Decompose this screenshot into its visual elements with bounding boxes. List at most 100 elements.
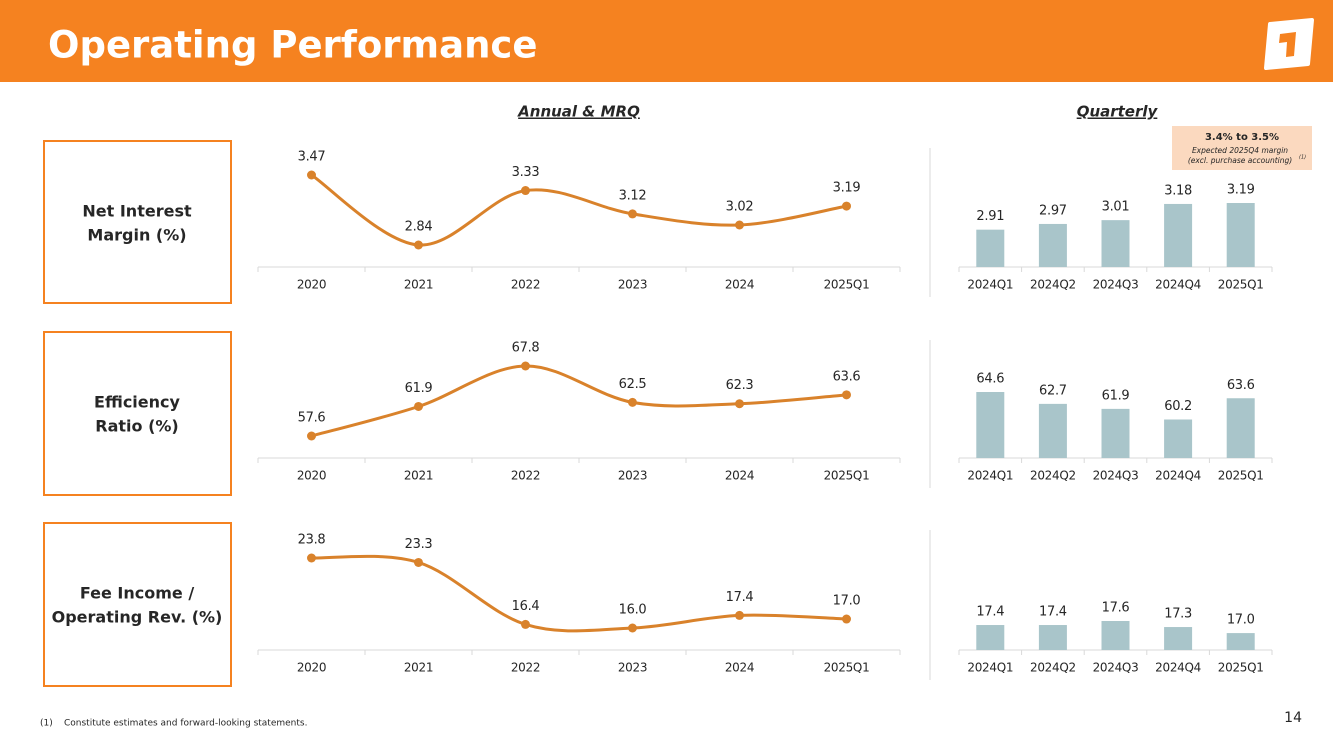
point [735, 610, 744, 620]
row-label: Fee Income / [80, 584, 194, 603]
data-label: 62.5 [619, 377, 647, 392]
annotation-note: (1) [1299, 155, 1306, 161]
data-label: 3.02 [726, 200, 754, 215]
data-label: 2.84 [405, 220, 433, 235]
data-label: 60.2 [1164, 399, 1192, 414]
data-label: 3.19 [1227, 183, 1255, 198]
data-label: 61.9 [405, 381, 433, 396]
point [307, 170, 316, 180]
data-label: 16.4 [512, 599, 540, 614]
x-tick-label: 2022 [511, 661, 540, 675]
point [842, 614, 851, 624]
point [521, 186, 530, 196]
point [307, 553, 316, 563]
point [521, 619, 530, 629]
line [311, 554, 847, 633]
bar [1226, 398, 1255, 458]
row-label: Ratio (%) [95, 417, 178, 436]
x-tick-label: 2025Q1 [1218, 661, 1264, 675]
bar [976, 392, 1005, 458]
bar [1101, 621, 1130, 650]
data-label: 3.18 [1164, 183, 1192, 198]
data-label: 57.6 [298, 411, 326, 426]
bar [1164, 627, 1193, 650]
data-label: 17.4 [1039, 605, 1067, 620]
bar [1038, 625, 1067, 650]
x-tick-label: 2024Q2 [1030, 278, 1076, 292]
data-label: 63.6 [833, 369, 861, 384]
x-tick-label: 2024Q4 [1155, 278, 1201, 292]
header-bar [0, 0, 1333, 82]
x-tick-label: 2024 [725, 469, 754, 483]
data-label: 62.7 [1039, 383, 1067, 398]
x-tick-label: 2025Q1 [824, 278, 870, 292]
point [307, 431, 316, 441]
x-tick-label: 2020 [297, 661, 326, 675]
bar [1164, 203, 1193, 267]
data-label: 2.91 [976, 209, 1004, 224]
data-label: 62.3 [726, 378, 754, 393]
bar [1101, 408, 1130, 458]
slide-title: Operating Performance [48, 24, 537, 67]
footnote-marker: (1) [40, 719, 53, 729]
point [842, 390, 851, 400]
annotation-box [1172, 126, 1312, 170]
point [628, 397, 637, 407]
x-tick-label: 2024Q4 [1155, 661, 1201, 675]
data-label: 17.3 [1164, 607, 1192, 622]
x-tick-label: 2025Q1 [824, 661, 870, 675]
data-label: 63.6 [1227, 378, 1255, 393]
x-tick-label: 2024Q1 [967, 278, 1013, 292]
bar [976, 625, 1005, 650]
data-label: 67.8 [512, 341, 540, 356]
x-tick-label: 2024Q2 [1030, 661, 1076, 675]
x-tick-label: 2025Q1 [824, 469, 870, 483]
column-title: Annual & MRQ [517, 103, 640, 121]
point [414, 240, 423, 250]
line [310, 173, 847, 247]
x-tick-label: 2024Q3 [1093, 278, 1139, 292]
bar [1226, 633, 1255, 650]
data-label: 3.47 [298, 150, 326, 165]
x-tick-label: 2021 [404, 661, 433, 675]
x-tick-label: 2024Q1 [967, 661, 1013, 675]
bar [976, 229, 1005, 267]
data-label: 17.6 [1102, 601, 1130, 616]
point [628, 209, 637, 219]
line [311, 364, 847, 438]
x-tick-label: 2024Q3 [1093, 661, 1139, 675]
data-label: 64.6 [976, 372, 1004, 387]
data-label: 23.8 [298, 533, 326, 548]
x-tick-label: 2022 [511, 278, 540, 292]
annotation-text: Expected 2025Q4 margin [1192, 146, 1288, 155]
x-tick-label: 2023 [618, 469, 647, 483]
data-label: 2.97 [1039, 203, 1067, 218]
data-label: 3.01 [1102, 200, 1130, 215]
row-label-box [43, 140, 232, 687]
point [521, 361, 530, 371]
logo [1264, 18, 1314, 70]
bar [1038, 403, 1067, 458]
data-label: 3.19 [833, 181, 861, 196]
x-tick-label: 2020 [297, 469, 326, 483]
point [628, 623, 637, 633]
point [735, 399, 744, 409]
x-tick-label: 2024Q1 [967, 469, 1013, 483]
page-number: 14 [1284, 710, 1302, 726]
row-label: Efficiency [94, 393, 180, 412]
data-label: 17.4 [976, 605, 1004, 620]
x-tick-label: 2022 [511, 469, 540, 483]
annotation-title: 3.4% to 3.5% [1205, 132, 1279, 143]
x-tick-label: 2024Q3 [1093, 469, 1139, 483]
x-tick-label: 2024 [725, 661, 754, 675]
bar [1038, 223, 1067, 267]
point [735, 220, 744, 230]
data-label: 16.0 [619, 603, 647, 618]
point [414, 557, 423, 567]
data-label: 17.0 [833, 594, 861, 609]
x-tick-label: 2024Q4 [1155, 469, 1201, 483]
bar [1164, 419, 1193, 458]
x-tick-label: 2024Q2 [1030, 469, 1076, 483]
x-tick-label: 2021 [404, 278, 433, 292]
